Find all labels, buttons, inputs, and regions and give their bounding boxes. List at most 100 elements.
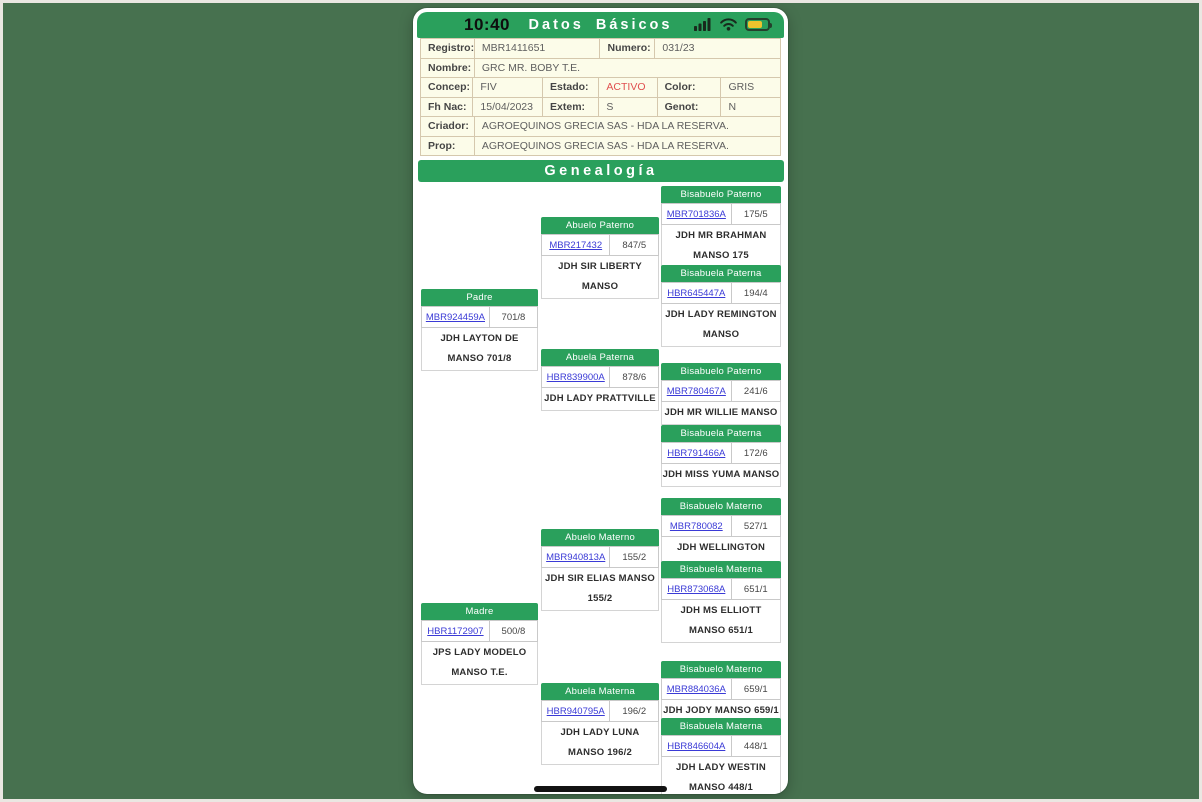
registry-number: 878/6 [609, 366, 659, 388]
phone-screen: 10:40 Datos Básicos [413, 8, 788, 794]
battery-icon [745, 18, 772, 31]
genealogy-node-bisabuelo-paterno-1: Bisabuelo Paterno MBR701836A 175/5 JDH MR… [661, 186, 781, 268]
registry-number: 500/8 [488, 620, 538, 642]
animal-name: JDH MR WILLIE MANSO [661, 402, 781, 425]
field-label-extem: Extem: [543, 97, 600, 116]
field-label-numero: Numero: [600, 39, 656, 58]
registry-link[interactable]: HBR873068A [661, 578, 731, 600]
registry-link[interactable]: MBR940813A [541, 546, 610, 568]
field-value-nombre: GRC MR. BOBY T.E. [481, 61, 581, 74]
animal-name: JDH SIR ELIAS MANSO 155/2 [541, 568, 659, 611]
animal-name: JDH LAYTON DE MANSO 701/8 [421, 328, 538, 371]
node-title: Abuela Materna [541, 683, 659, 700]
field-value-numero: 031/23 [662, 42, 695, 55]
node-title: Bisabuelo Materno [661, 498, 781, 515]
registry-number: 659/1 [730, 678, 781, 700]
registry-link[interactable]: HBR645447A [661, 282, 731, 304]
registry-link[interactable]: MBR701836A [661, 203, 731, 225]
registry-link[interactable]: HBR940795A [541, 700, 610, 722]
genealogy-node-bisabuela-paterna-2: Bisabuela Paterna HBR791466A 172/6 JDH MI… [661, 425, 781, 487]
wifi-icon [720, 18, 737, 31]
field-value-fhnac: 15/04/2023 [473, 97, 544, 116]
registry-number: 175/5 [730, 203, 781, 225]
registry-number: 241/6 [730, 380, 781, 402]
animal-name: JDH LADY WESTIN MANSO 448/1 [661, 757, 781, 794]
genealogy-node-abuelo-materno: Abuelo Materno MBR940813A 155/2 JDH SIR E… [541, 529, 659, 611]
field-value-color: GRIS [728, 81, 755, 94]
field-label-fhnac: Fh Nac: [421, 97, 474, 116]
animal-name: JDH MS ELLIOTT MANSO 651/1 [661, 600, 781, 643]
table-row: Registro: MBR1411651 Numero: 031/23 [421, 39, 780, 59]
table-row: Nombre: GRC MR. BOBY T.E. [421, 58, 780, 78]
animal-name: JDH LADY LUNA MANSO 196/2 [541, 722, 659, 765]
genealogy-node-bisabuelo-materno-2: Bisabuelo Materno MBR884036A 659/1 JDH JO… [661, 661, 781, 723]
registry-link[interactable]: HBR846604A [661, 735, 731, 757]
registry-number: 527/1 [730, 515, 781, 537]
registry-link[interactable]: HBR1172907 [421, 620, 489, 642]
registry-link[interactable]: HBR791466A [661, 442, 731, 464]
field-value-registro: MBR1411651 [475, 39, 601, 58]
registry-link[interactable]: MBR780467A [661, 380, 731, 402]
field-label-estado: Estado: [543, 78, 600, 97]
home-indicator[interactable] [534, 786, 667, 792]
registry-number: 196/2 [609, 700, 659, 722]
signal-icon [694, 18, 711, 31]
field-label-color: Color: [658, 78, 722, 97]
field-label-genot: Genot: [658, 97, 722, 116]
app-header-bar: 10:40 Datos Básicos [417, 12, 784, 38]
animal-name: JDH SIR LIBERTY MANSO [541, 256, 659, 299]
node-title: Bisabuela Paterna [661, 425, 781, 442]
genealogy-section-title: Genealogía [418, 160, 784, 182]
status-badge-estado: ACTIVO [599, 78, 658, 97]
field-value-criador: AGROEQUINOS GRECIA SAS - HDA LA RESERVA. [481, 120, 729, 133]
node-title: Bisabuelo Paterno [661, 186, 781, 203]
table-row: Prop: AGROEQUINOS GRECIA SAS - HDA LA RE… [421, 136, 780, 155]
registry-link[interactable]: MBR924459A [421, 306, 489, 328]
registry-number: 847/5 [609, 234, 659, 256]
node-title: Bisabuela Materna [661, 561, 781, 578]
registry-number: 651/1 [730, 578, 781, 600]
genealogy-node-abuelo-paterno: Abuelo Paterno MBR217432 847/5 JDH SIR LI… [541, 217, 659, 299]
status-time: 10:40 [464, 15, 510, 34]
genealogy-node-bisabuela-materna-2: Bisabuela Materna HBR846604A 448/1 JDH LA… [661, 718, 781, 794]
table-row: Criador: AGROEQUINOS GRECIA SAS - HDA LA… [421, 117, 780, 137]
registry-link[interactable]: MBR780082 [661, 515, 731, 537]
registry-link[interactable]: MBR217432 [541, 234, 610, 256]
node-title: Bisabuela Paterna [661, 265, 781, 282]
field-label-nombre: Nombre: [421, 58, 475, 77]
registry-number: 701/8 [488, 306, 538, 328]
field-label-registro: Registro: [421, 39, 475, 58]
field-label-concep: Concep: [421, 78, 474, 97]
genealogy-node-bisabuela-paterna-1: Bisabuela Paterna HBR645447A 194/4 JDH LA… [661, 265, 781, 347]
node-title: Bisabuela Materna [661, 718, 781, 735]
field-label-prop: Prop: [421, 136, 475, 155]
animal-name: JDH LADY PRATTVILLE [541, 388, 659, 411]
genealogy-node-bisabuelo-paterno-2: Bisabuelo Paterno MBR780467A 241/6 JDH MR… [661, 363, 781, 425]
registry-number: 172/6 [730, 442, 781, 464]
basic-data-table: Registro: MBR1411651 Numero: 031/23 Nomb… [420, 38, 781, 156]
field-value-extem: S [599, 97, 658, 116]
page-title: Datos Básicos [528, 17, 673, 33]
registry-link[interactable]: MBR884036A [661, 678, 731, 700]
node-title: Abuela Paterna [541, 349, 659, 366]
registry-number: 448/1 [730, 735, 781, 757]
animal-name: JDH MR BRAHMAN MANSO 175 [661, 225, 781, 268]
field-value-concep: FIV [473, 78, 544, 97]
registry-number: 194/4 [730, 282, 781, 304]
field-value-genot: N [728, 100, 737, 113]
genealogy-node-padre: Padre MBR924459A 701/8 JDH LAYTON DE MANS… [421, 289, 538, 371]
node-title: Bisabuelo Materno [661, 661, 781, 678]
status-icons [694, 18, 772, 31]
node-title: Abuelo Materno [541, 529, 659, 546]
genealogy-node-madre: Madre HBR1172907 500/8 JPS LADY MODELO MA… [421, 603, 538, 685]
field-label-criador: Criador: [421, 117, 475, 136]
registry-link[interactable]: HBR839900A [541, 366, 610, 388]
animal-name: JPS LADY MODELO MANSO T.E. [421, 642, 538, 685]
genealogy-node-abuela-paterna: Abuela Paterna HBR839900A 878/6 JDH LADY … [541, 349, 659, 411]
genealogy-node-bisabuela-materna-1: Bisabuela Materna HBR873068A 651/1 JDH MS… [661, 561, 781, 643]
table-row: Concep: FIV Estado: ACTIVO Color: GRIS [421, 78, 780, 98]
node-title: Padre [421, 289, 538, 306]
node-title: Madre [421, 603, 538, 620]
table-row: Fh Nac: 15/04/2023 Extem: S Genot: N [421, 97, 780, 117]
